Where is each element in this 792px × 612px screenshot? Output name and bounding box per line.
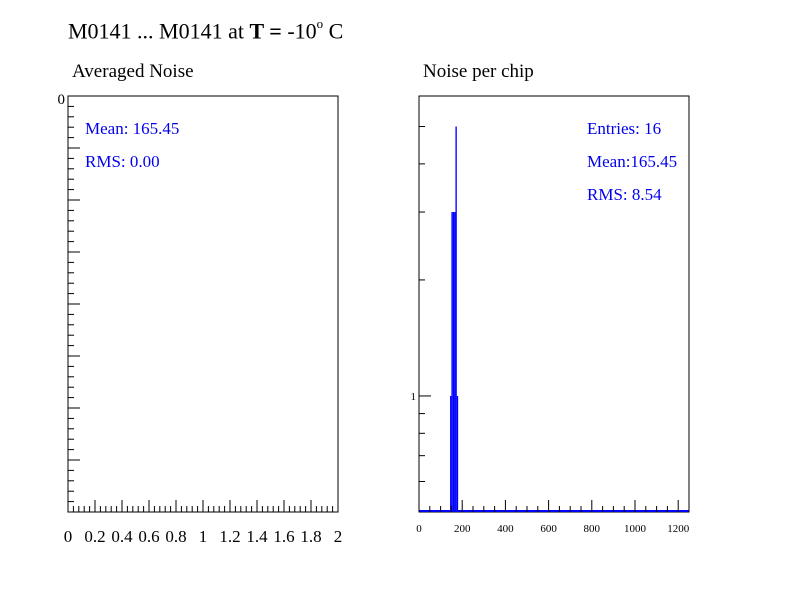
right-x-tick-label: 1000 — [624, 523, 647, 535]
right-x-tick-label: 1200 — [667, 523, 690, 535]
left-x-tick-label: 1.4 — [246, 527, 268, 546]
left-stat-mean: Mean: 165.45 — [85, 119, 180, 138]
left-y-tick-label: 0 — [58, 92, 66, 108]
left-x-tick-label: 0 — [64, 527, 73, 546]
left-stat-rms: RMS: 0.00 — [85, 152, 160, 171]
left-x-tick-label: 0.8 — [165, 527, 186, 546]
histogram-bar — [451, 212, 453, 512]
left-x-tick-label: 1.6 — [273, 527, 294, 546]
title-degree-symbol: o — [316, 16, 324, 31]
histogram-bar — [455, 126, 457, 512]
page-title: M0141 ... M0141 at T = -10o C — [68, 16, 344, 44]
histogram-bar — [450, 395, 452, 512]
right-stat-mean: Mean:165.45 — [587, 152, 678, 171]
right-stat-rms: RMS: 8.54 — [587, 185, 662, 204]
left-x-tick-label: 1.8 — [300, 527, 321, 546]
right-x-tick-label: 0 — [416, 523, 422, 535]
left-chart-title: Averaged Noise — [72, 61, 194, 82]
right-x-tick-label: 600 — [540, 523, 557, 535]
right-stat-entries: Entries: 16 — [587, 119, 662, 138]
histogram-bar — [452, 212, 455, 512]
left-x-tick-label: 0.6 — [138, 527, 159, 546]
left-x-tick-label: 0.4 — [111, 527, 133, 546]
title-temperature-value: -10 — [281, 18, 317, 44]
title-unit: C — [323, 18, 344, 44]
left-x-tick-label: 1 — [199, 527, 208, 546]
right-chart-title: Noise per chip — [423, 61, 534, 82]
left-x-tick-label: 2 — [334, 527, 343, 546]
right-y-tick-label: 1 — [411, 391, 417, 403]
right-x-tick-label: 200 — [454, 523, 471, 535]
right-x-tick-label: 800 — [584, 523, 601, 535]
right-x-tick-label: 400 — [497, 523, 514, 535]
title-temperature-label: T = — [249, 18, 282, 44]
left-x-tick-label: 0.2 — [84, 527, 105, 546]
left-x-tick-label: 1.2 — [219, 527, 240, 546]
histogram-bar — [456, 395, 459, 512]
title-prefix: M0141 ... M0141 at — [68, 18, 250, 44]
histogram-bar — [454, 212, 456, 512]
